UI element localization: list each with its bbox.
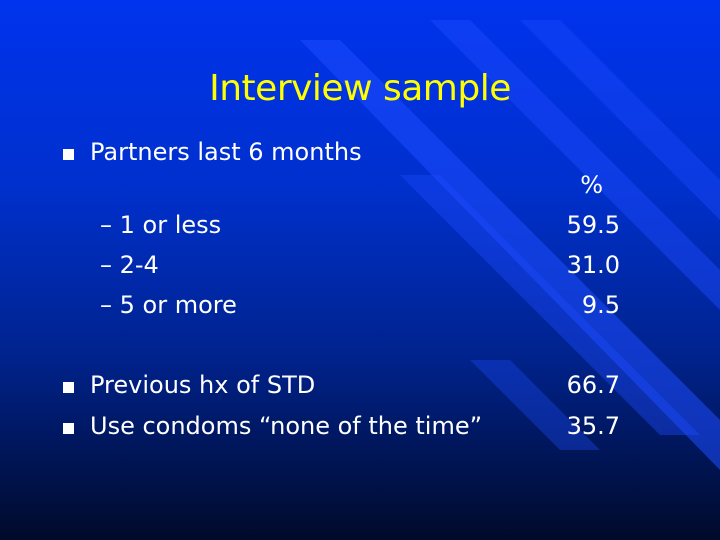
subitem-3-value: 9.5 [581,291,620,319]
subitem-2-label: – 2-4 [100,251,159,279]
condoms-value: 35.7 [566,412,620,440]
bullet-square-icon [63,149,74,160]
subitem-1-label: – 1 or less [100,211,222,239]
subitem-1-value: 59.5 [566,211,620,239]
subitem-3-label: – 5 or more [100,291,237,319]
condoms-label: Use condoms “none of the time” [90,412,483,440]
partners-label: Partners last 6 months [90,138,362,166]
percent-header: % [580,171,603,199]
std-value: 66.7 [566,371,620,399]
bullet-square-icon [63,423,74,434]
subitem-2-value: 31.0 [566,251,620,279]
slide-title: Interview sample [209,68,511,109]
std-label: Previous hx of STD [90,371,316,399]
bullet-square-icon [63,382,74,393]
